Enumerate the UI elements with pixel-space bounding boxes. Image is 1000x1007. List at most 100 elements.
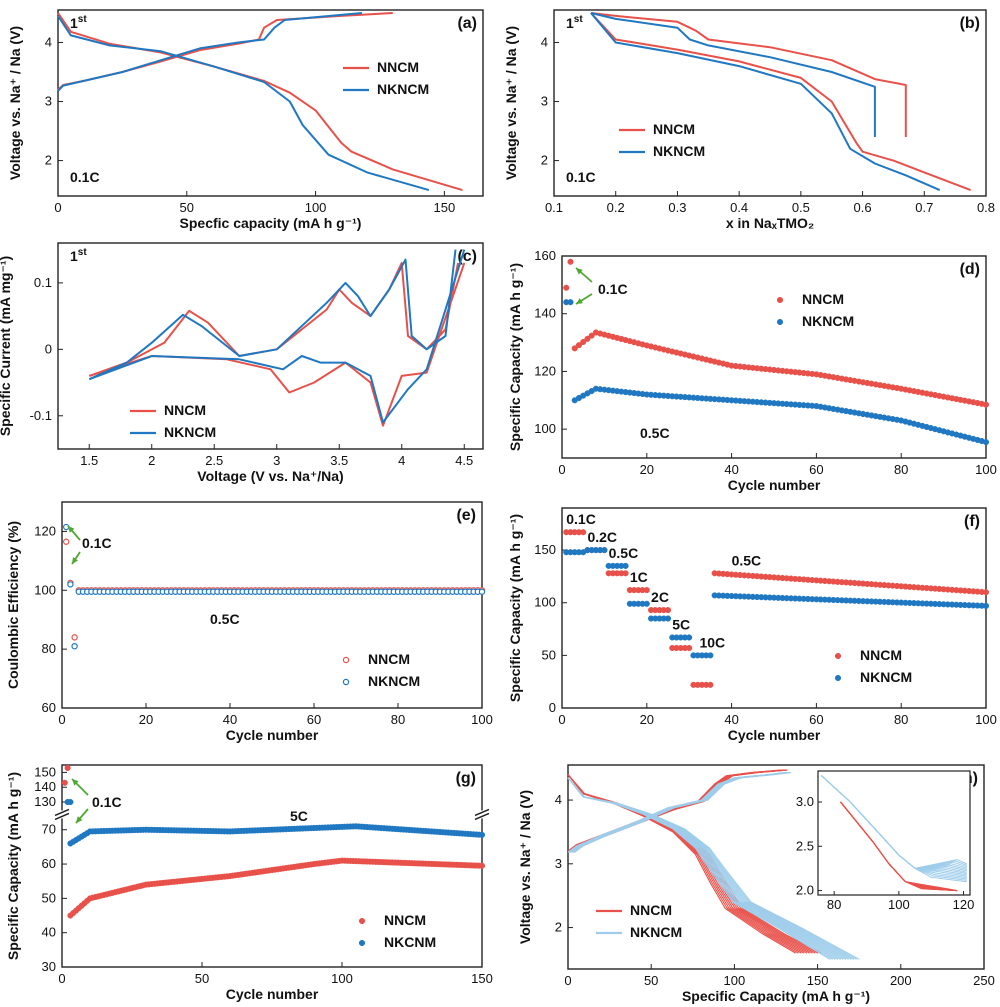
legend-label: NNCM [384,912,426,928]
x-axis-label: Cycle number [226,986,319,1002]
y-tick-label: -0.1 [30,408,52,423]
cycle-note-suffix: st [78,14,88,25]
axis-break-gap [475,810,489,819]
cycle-note-suffix: st [574,14,584,25]
x-axis-label: Cycle number [728,727,821,743]
cycle-curve-nkncm [568,772,786,853]
x-tick-label: 0 [558,712,565,727]
x-tick-label: 80 [894,462,908,477]
legend-label: NNCM [630,902,672,918]
y-tick-label: 150 [534,542,556,557]
x-tick-label: 150 [434,200,456,215]
y-tick-label: 3 [555,856,562,871]
cycle-curve-nkncm [571,772,789,853]
data-point [478,831,486,838]
data-point [707,652,714,659]
annotation-label: 0.1C [70,169,100,185]
y-tick-label: 50 [42,890,56,905]
annotation-label: 0.5C [640,425,670,441]
legend-marker [342,656,350,664]
y-tick-label: 60 [42,856,56,871]
panel-d: 0 20 40 60 80 100 100 120 140 160 Cycle number Spec… [507,248,997,493]
y-tick-label: 150 [34,764,56,779]
annotation-label: 0.1C [92,794,122,810]
arrow-head [76,816,83,823]
legend-label: NKNCM [653,143,705,159]
x-tick-label: 150 [807,973,829,988]
data-point [982,602,990,609]
x-axis-label: x in NaₓTMO₂ [726,215,814,231]
y-axis-label: Specific Capacity (mA h g⁻¹) [507,263,523,451]
legend-label: NNCM [802,291,844,307]
x-axis-label: Cycle number [226,727,319,743]
data-point [563,284,570,291]
annotation-label: 5C [290,808,308,824]
data-point [71,634,78,641]
x-tick-label: 50 [195,971,209,986]
x-tick-label: 80 [894,712,908,727]
x-tick-label: 80 [391,712,405,727]
data-point [622,562,629,569]
y-tick-label: 40 [42,925,56,940]
series-curve-nkncm [88,249,457,381]
x-tick-label: 20 [640,712,654,727]
x-axis-label: Specific Capacity (mA h g⁻¹) [682,988,870,1004]
y-tick-label: 50 [542,647,556,662]
legend-marker [834,652,842,660]
y-tick-label: 30 [42,959,56,974]
y-tick-label: 3 [45,94,52,109]
data-point [478,588,486,595]
legend-label: NNCM [368,651,410,667]
y-tick-label: 120 [534,363,556,378]
series-curve-nkncm [88,249,466,424]
inset-curve-nkncm [820,775,968,869]
y-axis-label: Voltage vs. Na⁺ / Na (V) [503,26,519,180]
cycle-curve-nncm [569,769,783,852]
cycle-curve-nkncm [570,772,788,853]
inset-x-tick-label: 80 [827,897,841,912]
x-tick-label: 3 [273,453,280,468]
x-tick-label: 0 [564,973,571,988]
data-point [707,681,714,688]
y-tick-label: 140 [534,306,556,321]
data-point [575,342,583,349]
data-point [664,615,672,622]
y-tick-label: 100 [534,421,556,436]
plot-frame [561,507,987,709]
legend-label: NKNCM [368,673,420,689]
data-point [622,570,629,577]
y-tick-label: 2 [45,153,52,168]
x-tick-label: 100 [724,973,746,988]
panel-label: (g) [456,770,476,787]
series-curve-nkncm [57,12,362,92]
x-tick-label: 100 [975,712,997,727]
x-tick-label: 60 [809,712,823,727]
data-point [67,798,74,806]
annotation-label: 0.1C [566,169,596,185]
x-tick-label: 4.5 [455,453,473,468]
data-point [982,589,990,596]
data-point [584,335,591,342]
y-tick-label: 0 [549,700,556,715]
legend-label: NKCNM [384,934,436,950]
legend-label: NKNCM [630,924,682,940]
annotation-label: 10C [699,634,725,650]
data-point [478,862,486,869]
series-curve-nkncm [590,12,941,192]
x-tick-label: 0.2 [607,200,625,215]
data-point [686,634,693,641]
x-tick-label: 0.1 [545,200,563,215]
inset-curve-nncm [840,801,958,892]
arrow-head [576,268,583,275]
plot-frame [561,255,987,459]
panel-e: 0 20 40 60 80 100 60 80 100 120 Cycle number Coulom… [5,501,493,743]
x-tick-label: 40 [724,462,738,477]
data-point [588,332,595,339]
series-curve-nncm [57,12,393,91]
axis-break-mark [54,812,70,821]
x-tick-label: 3.5 [330,453,348,468]
cycle-note: 1st [70,14,87,31]
data-point [664,607,672,614]
plot-frame [567,764,985,970]
axis-break-mark [474,808,490,817]
